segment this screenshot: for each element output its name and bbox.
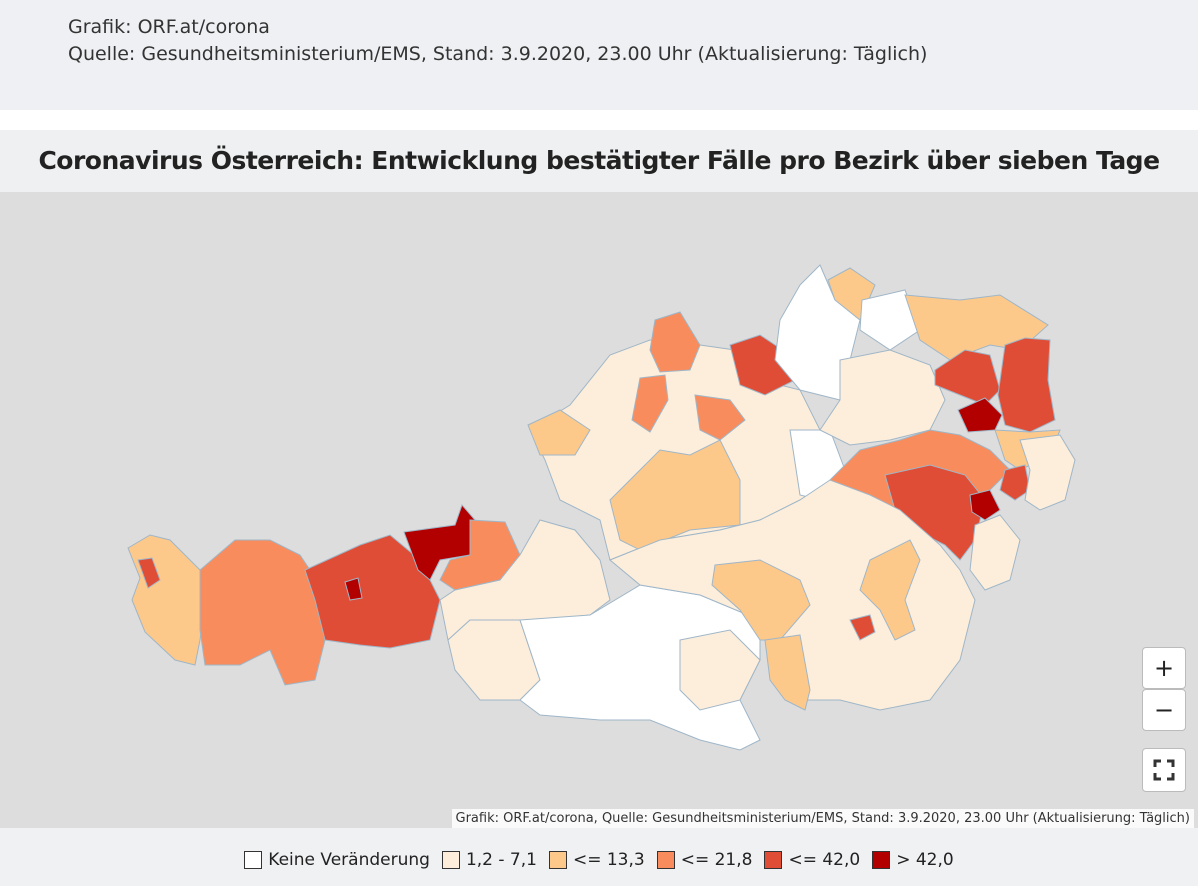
legend-label: Keine Veränderung	[268, 850, 430, 870]
map: Grafik: ORF.at/corona, Quelle: Gesundhei…	[0, 192, 1198, 828]
district	[934, 349, 1001, 406]
district	[819, 349, 946, 446]
district	[859, 539, 921, 641]
district	[957, 397, 1003, 433]
district	[969, 489, 1001, 521]
legend-swatch	[872, 851, 891, 869]
legend-label: 1,2 - 7,1	[465, 850, 537, 870]
map-canvas	[127, 264, 1076, 751]
legend-item: Keine Veränderung	[244, 850, 430, 870]
district	[199, 539, 326, 686]
legend-swatch	[548, 851, 567, 869]
credit: Grafik: ORF.at/corona	[68, 16, 270, 38]
district	[137, 557, 161, 589]
district	[527, 409, 591, 456]
map-title: Coronavirus Österreich: Entwicklung best…	[0, 130, 1198, 192]
district	[694, 394, 746, 441]
district	[679, 629, 761, 711]
district	[969, 514, 1021, 591]
zoom-out-button[interactable]: −	[1142, 689, 1186, 731]
header: Grafik: ORF.at/corona Quelle: Gesundheit…	[0, 0, 1198, 110]
legend-label: <= 21,8	[680, 850, 753, 870]
legend-item: <= 42,0	[764, 850, 860, 870]
legend-swatch	[656, 851, 675, 869]
district	[999, 464, 1031, 501]
district	[849, 614, 876, 641]
district	[649, 311, 701, 373]
district	[764, 634, 811, 711]
legend-item: <= 13,3	[548, 850, 645, 870]
district	[304, 534, 441, 649]
source: Quelle: Gesundheitsministerium/EMS, Stan…	[68, 43, 928, 65]
legend-item: <= 21,8	[656, 850, 753, 870]
district	[609, 439, 741, 551]
legend-label: <= 42,0	[788, 850, 861, 870]
legend-swatch	[764, 851, 783, 869]
district	[997, 337, 1056, 433]
zoom-in-button[interactable]: +	[1142, 647, 1186, 689]
district	[344, 577, 363, 601]
legend-label: <= 13,3	[572, 850, 645, 870]
fullscreen-button[interactable]	[1142, 748, 1186, 792]
legend: Keine Veränderung 1,2 - 7,1 <= 13,3 <= 21,8…	[0, 828, 1198, 886]
legend-item: > 42,0	[872, 850, 954, 870]
fullscreen-icon	[1153, 759, 1175, 781]
legend-item: 1,2 - 7,1	[441, 850, 537, 870]
attribution: Grafik: ORF.at/corona, Quelle: Gesundhei…	[451, 809, 1194, 828]
legend-label: > 42,0	[896, 850, 954, 870]
district	[859, 289, 921, 351]
district	[127, 534, 206, 666]
district	[631, 374, 669, 433]
legend-swatch	[441, 851, 460, 869]
district	[1019, 434, 1076, 511]
legend-swatch	[244, 851, 263, 869]
